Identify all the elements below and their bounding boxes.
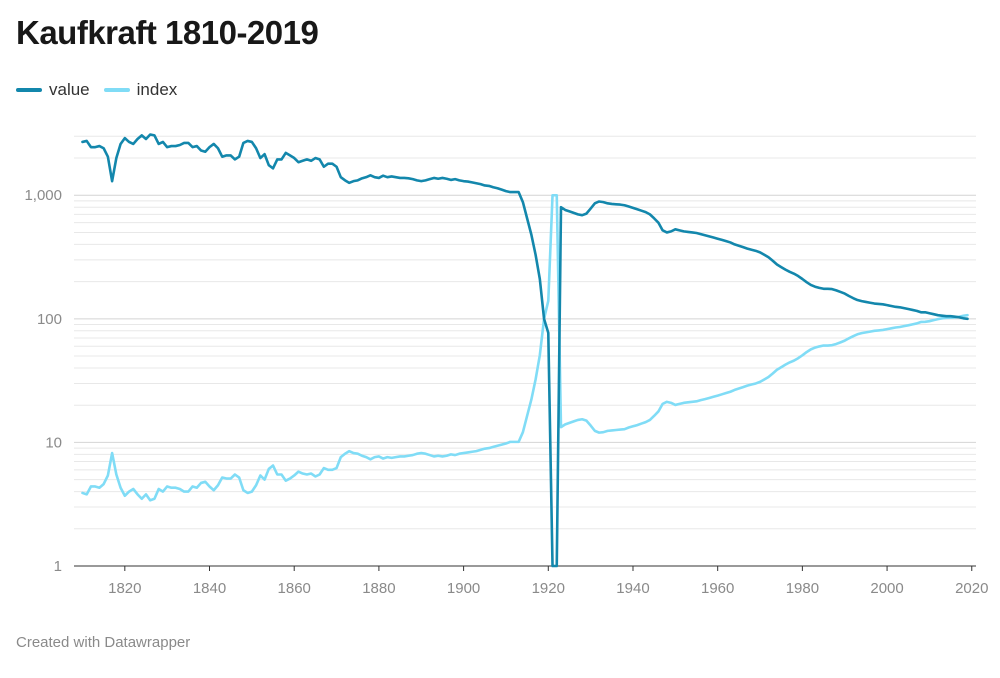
legend-swatch-index (103, 88, 130, 92)
series-line-index (81, 193, 969, 502)
x-tick-label: 1880 (362, 580, 395, 597)
x-tick-label: 1820 (108, 580, 141, 597)
legend-label-value: value (49, 80, 90, 99)
grid-lines (74, 135, 976, 567)
x-tick-label: 1900 (447, 580, 480, 597)
line-chart: 1 10 100 1,000 1820 1840 1860 1880 1900 1920 1940… (24, 133, 988, 597)
y-tick-label: 1,000 (24, 187, 62, 204)
x-axis-ticks: 1820 1840 1860 1880 1900 1920 1940 1960 1980 2000… (108, 566, 988, 597)
legend: value index (16, 80, 191, 100)
y-axis-ticks: 1 10 100 1,000 (24, 187, 62, 575)
credit-note: Created with Datawrapper (16, 634, 191, 651)
x-tick-label: 1940 (616, 580, 649, 597)
series-line-value (81, 133, 969, 568)
y-tick-label: 100 (37, 311, 62, 328)
legend-item-value: value (16, 80, 90, 100)
legend-item-index: index (103, 80, 178, 100)
chart-title: Kaufkraft 1810-2019 (16, 14, 319, 51)
x-tick-label: 1860 (278, 580, 311, 597)
legend-swatch-value (16, 88, 42, 92)
y-tick-label: 1 (54, 558, 62, 575)
x-tick-label: 1980 (786, 580, 819, 597)
x-tick-label: 1960 (701, 580, 734, 597)
x-tick-label: 2000 (870, 580, 903, 597)
x-tick-label: 2020 (955, 580, 988, 597)
series-lines (81, 133, 969, 568)
x-tick-label: 1840 (193, 580, 226, 597)
legend-label-index: index (136, 80, 178, 99)
y-tick-label: 10 (45, 434, 62, 451)
x-tick-label: 1920 (532, 580, 565, 597)
